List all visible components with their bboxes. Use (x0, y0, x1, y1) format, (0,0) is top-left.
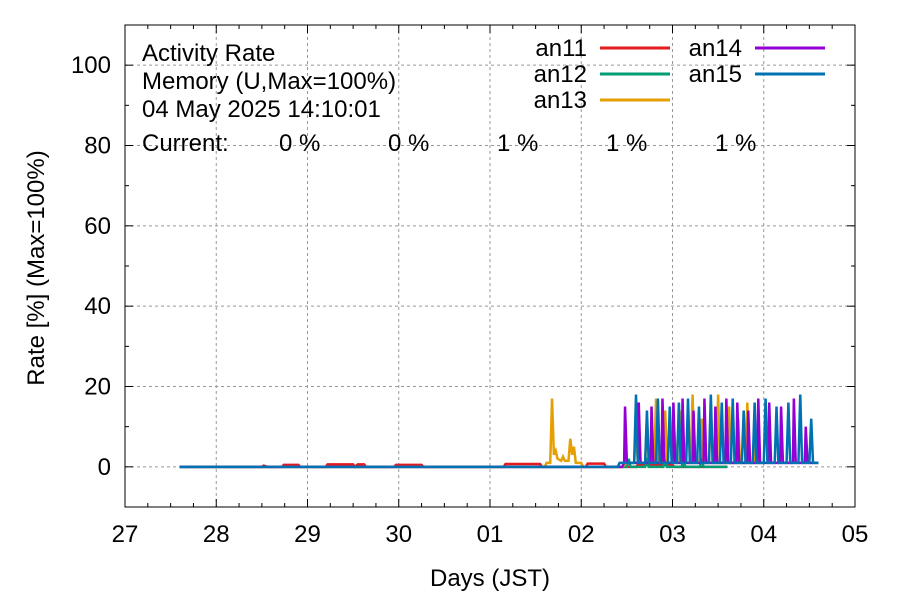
x-tick-label: 28 (203, 521, 230, 548)
legend-label-an11: an11 (535, 35, 587, 62)
title-line-2: Memory (U,Max=100%) (142, 68, 396, 95)
x-tick-label: 29 (294, 521, 321, 548)
axis-ticks: 0 20 40 60 80 100 27 28 29 30 01 02 03 04 05 (71, 24, 869, 548)
x-tick-label: 27 (112, 521, 139, 548)
y-tick-label: 100 (71, 52, 111, 79)
x-tick-label: 03 (659, 521, 686, 548)
current-value-an13: 1 % (497, 130, 538, 157)
x-tick-label: 02 (568, 521, 595, 548)
x-tick-label: 30 (385, 521, 412, 548)
title-line-3: 04 May 2025 14:10:01 (142, 96, 381, 123)
legend-label-an15: an15 (689, 61, 742, 88)
x-tick-label: 05 (842, 521, 869, 548)
legend-label-an14: an14 (689, 35, 742, 62)
x-tick-label: 01 (477, 521, 504, 548)
y-tick-label: 0 (98, 454, 111, 481)
y-tick-label: 60 (84, 213, 111, 240)
current-value-an14: 1 % (606, 130, 647, 157)
y-tick-label: 40 (84, 293, 111, 320)
legend-label-an13: an13 (534, 87, 587, 114)
current-value-an12: 0 % (388, 130, 429, 157)
series-line-an15 (179, 394, 819, 469)
x-tick-label: 04 (750, 521, 777, 548)
current-label: Current: (142, 130, 229, 157)
current-value-an15: 1 % (715, 130, 756, 157)
x-axis-label: Days (JST) (430, 565, 550, 592)
y-axis-label: Rate [%] (Max=100%) (23, 150, 50, 385)
y-tick-label: 20 (84, 374, 111, 401)
legend: an11 an12 an13 an14 an15 (534, 35, 825, 114)
series-layer (179, 394, 819, 469)
legend-label-an12: an12 (534, 61, 587, 88)
title-line-1: Activity Rate (142, 40, 275, 67)
y-tick-label: 80 (84, 133, 111, 160)
series-line-an14 (179, 398, 819, 469)
current-value-an11: 0 % (279, 130, 320, 157)
grid-lines (125, 25, 855, 507)
